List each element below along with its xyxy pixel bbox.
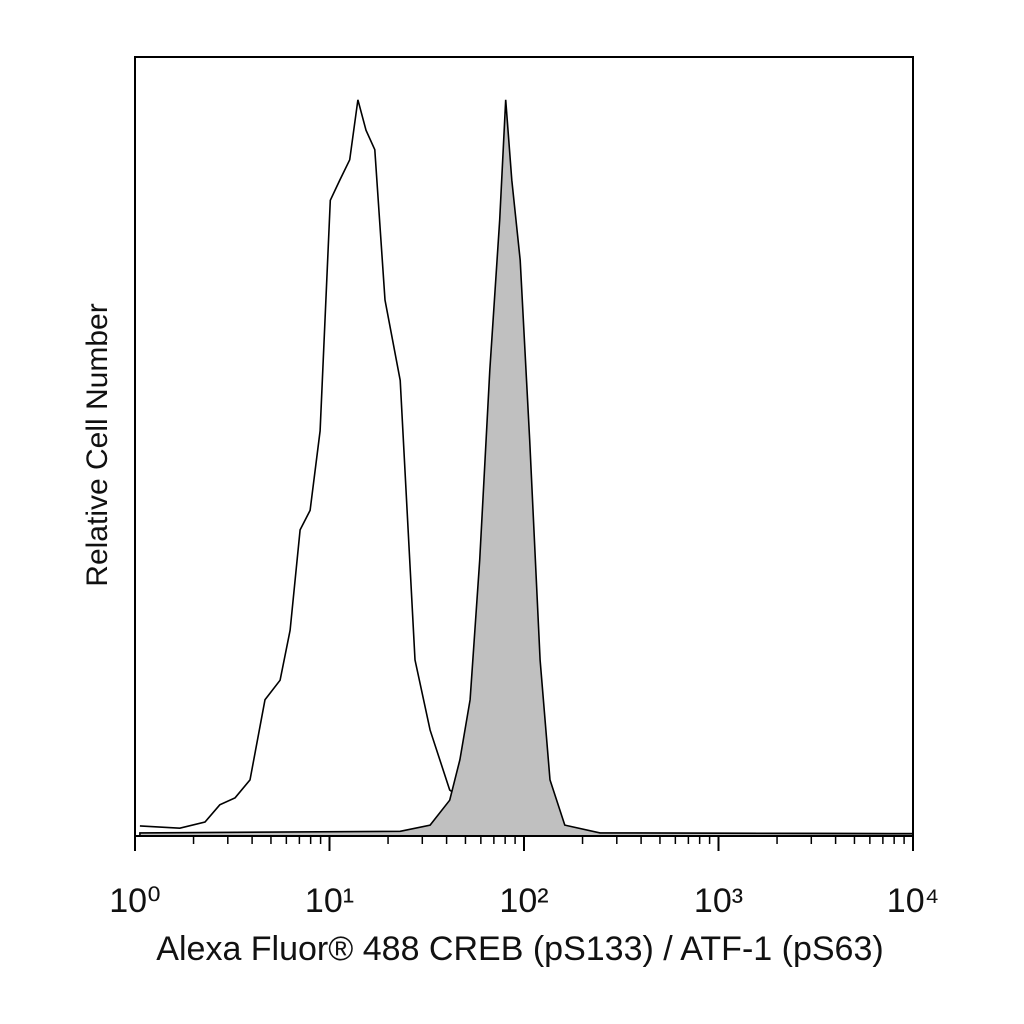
y-axis-label: Relative Cell Number bbox=[81, 303, 114, 586]
x-tick-label: 10¹ bbox=[305, 882, 354, 920]
x-axis-label: Alexa Fluor® 488 CREB (pS133) / ATF-1 (p… bbox=[156, 930, 883, 968]
x-tick-label: 10² bbox=[499, 882, 548, 920]
histogram-curve bbox=[139, 99, 914, 837]
x-tick-label: 10⁰ bbox=[109, 882, 160, 920]
x-tick-label: 10³ bbox=[694, 882, 743, 920]
x-tick-label: 10⁴ bbox=[887, 882, 939, 920]
